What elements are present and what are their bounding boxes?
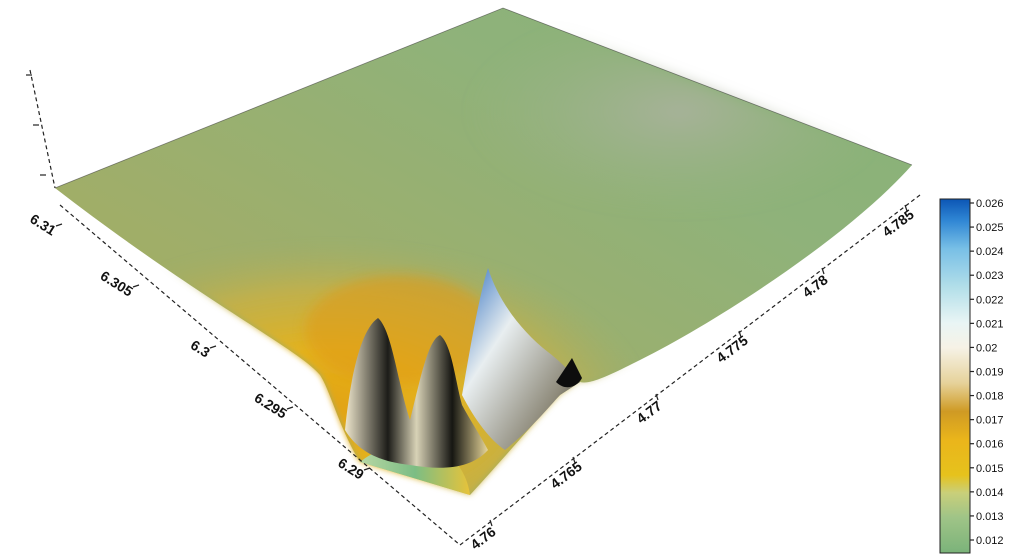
x-axis-line	[459, 194, 921, 546]
colorbar-tick-label: 0.023	[976, 270, 1004, 282]
colorbar-gradient	[940, 199, 970, 553]
colorbar-tick-label: 0.019	[976, 367, 1004, 379]
colorbar-tick-label: 0.017	[976, 415, 1004, 427]
y-tick-mark	[363, 467, 371, 471]
y-tick-label: 6.31	[27, 211, 59, 239]
colorbar: 0.026 0.025 0.024 0.023 0.022 0.021 0.02 0.019 0…	[939, 198, 1004, 554]
x-tick-label: 4.78	[799, 271, 831, 300]
colorbar-tick-label: 0.02	[976, 342, 997, 354]
x-tick-mark	[904, 204, 908, 212]
x-tick-mark	[821, 267, 825, 275]
colorbar-tick-label: 0.024	[976, 246, 1004, 258]
colorbar-tick-label: 0.021	[976, 318, 1004, 330]
x-tick-label: 4.765	[547, 458, 585, 492]
colorbar-ticks: 0.026 0.025 0.024 0.023 0.022 0.021 0.02 0.019 0…	[970, 198, 1004, 547]
z-axis-ticks	[26, 74, 46, 176]
colorbar-tick-label: 0.012	[976, 535, 1004, 547]
y-tick-mark	[286, 406, 294, 410]
surface-ridges	[345, 318, 488, 468]
colorbar-tick-label: 0.022	[976, 294, 1004, 306]
y-tick-label: 6.305	[98, 267, 136, 299]
colorbar-tick-label: 0.026	[976, 198, 1004, 210]
y-tick-label: 6.3	[188, 337, 213, 361]
x-tick-label: 4.785	[879, 206, 917, 240]
x-tick-mark	[572, 456, 576, 464]
colorbar-tick-label: 0.025	[976, 222, 1004, 234]
x-tick-mark	[489, 519, 493, 527]
colorbar-tick-label: 0.018	[976, 391, 1004, 403]
y-tick-mark	[209, 345, 217, 349]
x-tick-mark	[738, 330, 742, 338]
axes	[29, 69, 921, 546]
z-axis-line	[29, 69, 56, 189]
colorbar-tick-label: 0.015	[976, 463, 1004, 475]
y-tick-mark	[55, 223, 63, 227]
colorbar-tick-label: 0.014	[976, 487, 1004, 499]
x-tick-mark	[655, 393, 659, 401]
y-tick-mark	[132, 284, 140, 288]
colorbar-tick-label: 0.016	[976, 439, 1004, 451]
x-tick-label: 4.775	[713, 332, 751, 366]
x-tick-label: 4.77	[633, 397, 665, 426]
surface-peak	[462, 268, 580, 450]
surface	[54, 7, 913, 496]
x-tick-label: 4.76	[467, 523, 499, 552]
y-axis-line	[59, 204, 461, 546]
y-tick-label: 6.295	[252, 389, 290, 421]
colorbar-frame	[939, 198, 971, 554]
colorbar-tick-label: 0.013	[976, 511, 1004, 523]
